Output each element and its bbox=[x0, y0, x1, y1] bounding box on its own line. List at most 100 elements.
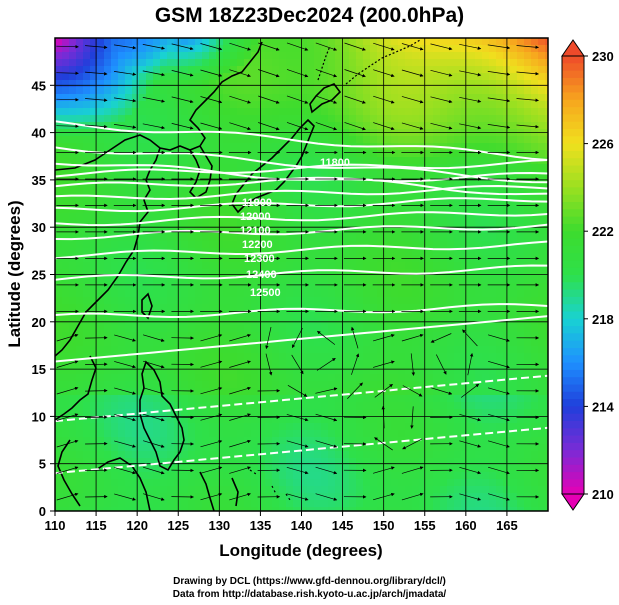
field-cell bbox=[349, 339, 357, 347]
field-cell bbox=[349, 66, 357, 74]
field-cell bbox=[265, 353, 273, 361]
field-cell bbox=[223, 87, 231, 95]
field-cell bbox=[461, 493, 469, 501]
field-cell bbox=[265, 115, 273, 123]
field-cell bbox=[104, 423, 112, 431]
field-cell bbox=[475, 388, 483, 396]
field-cell bbox=[405, 248, 413, 256]
field-cell bbox=[104, 255, 112, 263]
field-cell bbox=[342, 94, 350, 102]
field-cell bbox=[419, 199, 427, 207]
field-cell bbox=[398, 262, 406, 270]
field-cell bbox=[181, 374, 189, 382]
field-cell bbox=[202, 101, 210, 109]
field-cell bbox=[433, 234, 441, 242]
field-cell bbox=[447, 290, 455, 298]
field-cell bbox=[454, 444, 462, 452]
field-cell bbox=[517, 360, 525, 368]
field-cell bbox=[251, 374, 259, 382]
field-cell bbox=[104, 472, 112, 480]
field-cell bbox=[167, 507, 175, 511]
field-cell bbox=[237, 192, 245, 200]
field-cell bbox=[188, 59, 196, 67]
field-cell bbox=[342, 171, 350, 179]
field-cell bbox=[531, 234, 539, 242]
field-cell bbox=[279, 234, 287, 242]
field-cell bbox=[230, 185, 238, 193]
field-cell bbox=[510, 136, 518, 144]
field-cell bbox=[370, 45, 378, 53]
field-cell bbox=[314, 171, 322, 179]
field-cell bbox=[405, 150, 413, 158]
field-cell bbox=[454, 458, 462, 466]
field-cell bbox=[62, 52, 70, 60]
field-cell bbox=[167, 213, 175, 221]
field-cell bbox=[356, 479, 364, 487]
wind-vector bbox=[402, 438, 423, 450]
field-cell bbox=[314, 255, 322, 263]
field-cell bbox=[307, 346, 315, 354]
field-cell bbox=[307, 381, 315, 389]
field-cell bbox=[83, 108, 91, 116]
field-cell bbox=[90, 402, 98, 410]
field-cell bbox=[349, 73, 357, 81]
field-cell bbox=[307, 325, 315, 333]
field-cell bbox=[153, 220, 161, 228]
field-cell bbox=[237, 122, 245, 130]
field-cell bbox=[216, 346, 224, 354]
field-cell bbox=[545, 458, 548, 466]
field-cell bbox=[188, 80, 196, 88]
field-cell bbox=[174, 108, 182, 116]
field-cell bbox=[104, 80, 112, 88]
field-cell bbox=[160, 115, 168, 123]
field-cell bbox=[209, 290, 217, 298]
field-cell bbox=[468, 45, 476, 53]
field-cell bbox=[153, 52, 161, 60]
field-cell bbox=[496, 262, 504, 270]
field-cell bbox=[62, 472, 70, 480]
field-cell bbox=[377, 381, 385, 389]
field-cell bbox=[293, 507, 301, 511]
field-cell bbox=[167, 430, 175, 438]
field-cell bbox=[188, 500, 196, 508]
field-cell bbox=[146, 192, 154, 200]
field-cell bbox=[258, 423, 266, 431]
field-cell bbox=[237, 66, 245, 74]
field-cell bbox=[363, 451, 371, 459]
wind-vector bbox=[488, 493, 510, 501]
field-cell bbox=[447, 346, 455, 354]
field-cell bbox=[531, 87, 539, 95]
field-cell bbox=[244, 38, 252, 46]
field-cell bbox=[202, 472, 210, 480]
field-cell bbox=[510, 416, 518, 424]
field-cell bbox=[342, 311, 350, 319]
field-cell bbox=[300, 360, 308, 368]
field-cell bbox=[419, 234, 427, 242]
field-cell bbox=[167, 80, 175, 88]
field-cell bbox=[314, 115, 322, 123]
field-cell bbox=[510, 507, 518, 511]
field-cell bbox=[370, 367, 378, 375]
field-cell bbox=[468, 171, 476, 179]
field-cell bbox=[132, 66, 140, 74]
field-cell bbox=[244, 360, 252, 368]
field-cell bbox=[300, 73, 308, 81]
field-cell bbox=[314, 290, 322, 298]
field-cell bbox=[55, 409, 63, 417]
field-cell bbox=[104, 339, 112, 347]
field-cell bbox=[69, 381, 77, 389]
field-cell bbox=[258, 213, 266, 221]
field-cell bbox=[426, 171, 434, 179]
field-cell bbox=[524, 192, 532, 200]
field-cell bbox=[321, 220, 329, 228]
field-cell bbox=[139, 143, 147, 151]
field-cell bbox=[377, 339, 385, 347]
wind-vector bbox=[229, 333, 251, 342]
field-cell bbox=[440, 416, 448, 424]
field-cell bbox=[97, 143, 105, 151]
field-cell bbox=[272, 423, 280, 431]
field-cell bbox=[188, 192, 196, 200]
field-cell bbox=[461, 262, 469, 270]
field-cell bbox=[384, 59, 392, 67]
field-cell bbox=[398, 241, 406, 249]
